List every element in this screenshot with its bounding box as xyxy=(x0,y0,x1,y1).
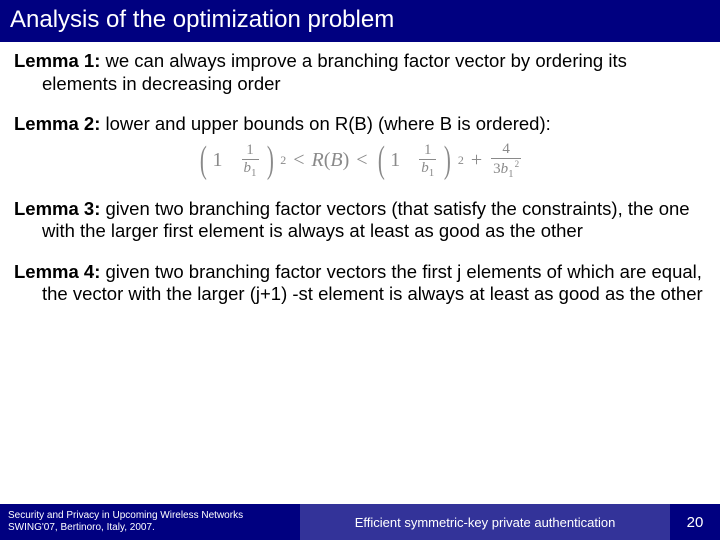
footer-center: Efficient symmetric-key private authenti… xyxy=(300,504,670,540)
formula-left-exp: 2 xyxy=(280,153,286,168)
formula-rel1: < xyxy=(293,149,304,172)
formula-left-frac: 1 b1 xyxy=(242,143,259,179)
lemma-4-label: Lemma 4: xyxy=(14,261,100,282)
formula-left-term1: 1 xyxy=(213,149,223,172)
lemma-4: Lemma 4: given two branching factor vect… xyxy=(14,261,706,306)
slide-title: Analysis of the optimization problem xyxy=(10,6,394,33)
left-paren-open-icon: ( xyxy=(200,145,207,175)
footer-left: Security and Privacy in Upcoming Wireles… xyxy=(0,504,300,540)
footer-page-number: 20 xyxy=(670,504,720,540)
lemma-1-text: we can always improve a branching factor… xyxy=(42,50,627,94)
footer-conference-line2: SWING'07, Bertinoro, Italy, 2007. xyxy=(8,522,292,535)
lemma-1-label: Lemma 1: xyxy=(14,50,100,71)
formula-plus: + xyxy=(471,149,482,172)
formula-block: ( 1 1 b1 ) 2 < R(B) < ( 1 1 b1 ) 2 + 4 xyxy=(14,142,706,180)
lemma-3-label: Lemma 3: xyxy=(14,198,100,219)
formula-expression: ( 1 1 b1 ) 2 < R(B) < ( 1 1 b1 ) 2 + 4 xyxy=(197,142,523,180)
slide-title-bar: Analysis of the optimization problem xyxy=(0,0,720,42)
slide-content: Lemma 1: we can always improve a branchi… xyxy=(0,42,720,306)
left-paren-close-icon: ) xyxy=(266,145,273,175)
footer-talk-title: Efficient symmetric-key private authenti… xyxy=(355,515,616,530)
formula-mid: R(B) xyxy=(311,149,349,172)
formula-right-term1: 1 xyxy=(390,149,400,172)
lemma-2-label: Lemma 2: xyxy=(14,113,100,134)
slide-footer: Security and Privacy in Upcoming Wireles… xyxy=(0,504,720,540)
footer-conference-line1: Security and Privacy in Upcoming Wireles… xyxy=(8,510,292,523)
page-number: 20 xyxy=(687,514,704,531)
lemma-4-text: given two branching factor vectors the f… xyxy=(42,261,703,305)
lemma-2: Lemma 2: lower and upper bounds on R(B) … xyxy=(14,113,706,136)
formula-tail-frac: 4 3b12 xyxy=(491,142,521,180)
lemma-3-text: given two branching factor vectors (that… xyxy=(42,198,690,242)
lemma-1: Lemma 1: we can always improve a branchi… xyxy=(14,50,706,95)
lemma-3: Lemma 3: given two branching factor vect… xyxy=(14,198,706,243)
formula-right-frac: 1 b1 xyxy=(419,143,436,179)
right-paren-open-icon: ( xyxy=(377,145,384,175)
formula-rel2: < xyxy=(356,149,367,172)
lemma-2-text: lower and upper bounds on R(B) (where B … xyxy=(100,113,550,134)
formula-right-exp: 2 xyxy=(458,153,464,168)
right-paren-close-icon: ) xyxy=(444,145,451,175)
